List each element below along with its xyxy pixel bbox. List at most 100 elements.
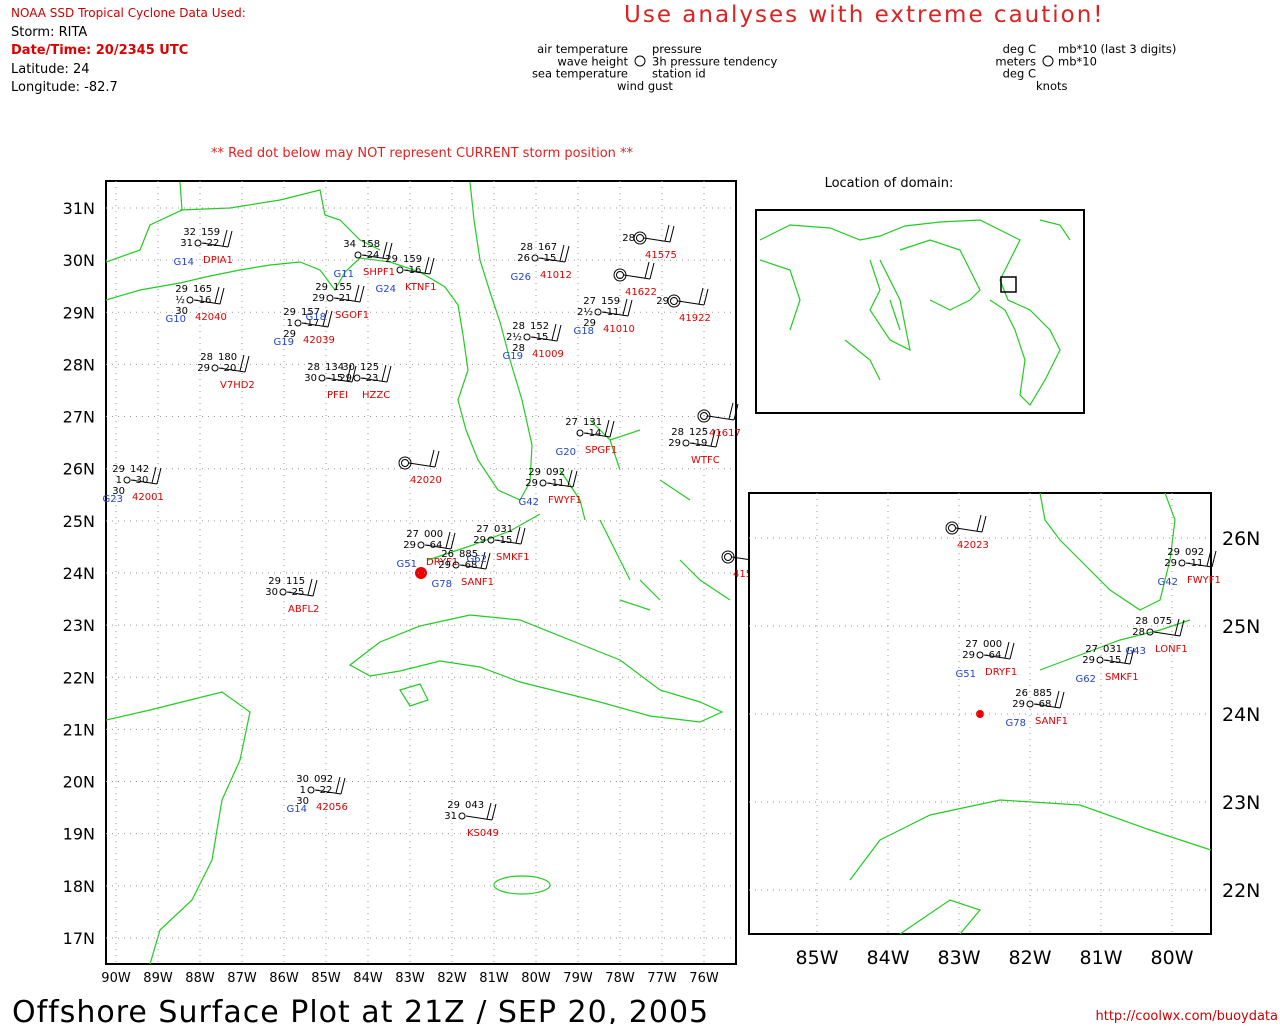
- station-marker: [636, 234, 644, 242]
- station-code: G42: [519, 497, 539, 508]
- station-ml: 29: [656, 296, 669, 307]
- station-ml: 29: [962, 650, 975, 661]
- station: 42020: [398, 449, 442, 486]
- station-tl: 34: [343, 239, 356, 250]
- lat-label: 25N: [63, 512, 95, 531]
- station-marker: [307, 786, 315, 794]
- station-tl: 26: [1015, 688, 1028, 699]
- station-ml: 29: [1164, 558, 1177, 569]
- station-marker: [724, 553, 732, 561]
- lat-label: 22N: [1222, 880, 1260, 902]
- wind-barb: [623, 261, 655, 280]
- station: 27 031 29 -15 SMKF1 G62: [1076, 644, 1139, 685]
- station-mr: -16: [195, 295, 211, 306]
- station-tr: 115: [286, 576, 305, 587]
- station-mr: -11: [1187, 558, 1203, 569]
- station-marker: [523, 333, 531, 341]
- wind-barb: [1185, 549, 1217, 568]
- station-tl: 30: [342, 362, 355, 373]
- station-marker: [458, 812, 466, 820]
- wind-barb: [983, 641, 1015, 660]
- station-marker: [539, 479, 547, 487]
- station-tr: 180: [218, 352, 237, 363]
- station-mr: -11: [603, 307, 619, 318]
- station-id: 42040: [195, 312, 227, 323]
- station: 27 031 29 -15 SMKF1 G62: [467, 524, 530, 565]
- station-id: FWYF1: [548, 495, 582, 506]
- station-ml: 29: [1082, 655, 1095, 666]
- station: 32 159 31 -22 DPIA1 G14: [174, 227, 233, 268]
- lat-label: 20N: [63, 773, 95, 792]
- station: 27 131-14 SPGF1 G20: [556, 417, 618, 458]
- wind-barb: [403, 256, 435, 275]
- station-bl: 29: [283, 329, 296, 340]
- station-ml: 29: [473, 535, 486, 546]
- station: 28 180 29 -20 V7HD2: [197, 352, 255, 391]
- station-id: 41012: [540, 270, 572, 281]
- station: 29 043 31 KS049: [444, 800, 499, 839]
- station-code: G14: [174, 257, 194, 268]
- station-ml: 30: [304, 373, 317, 384]
- station: 28 41575: [622, 224, 677, 261]
- legend-left: wave height: [557, 54, 628, 68]
- station-id: PFEI: [327, 390, 348, 401]
- station-ml: 28: [622, 233, 635, 244]
- station-ml: 29: [403, 540, 416, 551]
- world-coast: [759, 219, 1071, 406]
- station-id: SANF1: [1035, 716, 1068, 727]
- station-mr: -64: [426, 540, 442, 551]
- station-id: 41010: [603, 324, 635, 335]
- station-ml: 2½: [577, 306, 593, 318]
- station-ml: 31: [444, 811, 457, 822]
- station: 28 075 28 LONF1 G43: [1126, 616, 1188, 657]
- station-bl: 30: [296, 796, 309, 807]
- station-id: LONF1: [1155, 644, 1188, 655]
- coastlines: [106, 181, 731, 964]
- station-id: 41617: [709, 428, 741, 439]
- station-id: DPIA1: [203, 255, 233, 266]
- station-tl: 29: [268, 576, 281, 587]
- station-tr: 125: [689, 427, 708, 438]
- station-code: G51: [956, 669, 976, 680]
- station-marker: [531, 254, 539, 262]
- gulf-coast: [106, 181, 533, 501]
- note: ** Red dot below may NOT represent CURRE…: [211, 146, 634, 161]
- station-mr: -15: [1105, 655, 1121, 666]
- station: 28 167 26 -15 41012 G26: [511, 242, 572, 283]
- station-id: 41009: [532, 349, 564, 360]
- station-marker: [1096, 656, 1104, 664]
- station-code: G26: [511, 272, 531, 283]
- station-tr: 000: [424, 529, 443, 540]
- lon-label: 80W: [521, 971, 551, 986]
- station-ml: 29: [438, 560, 451, 571]
- station-marker: [1146, 628, 1154, 636]
- station: 28 152 2½ -15 28 41009 G19: [503, 321, 564, 362]
- station-id: 41575: [645, 250, 677, 261]
- station-code: G51: [397, 559, 417, 570]
- station-tr: 155: [333, 282, 352, 293]
- station-tr: 885: [459, 549, 478, 560]
- wind-barb: [130, 466, 162, 485]
- station-code: G19: [274, 337, 294, 348]
- station-code: G10: [166, 314, 186, 325]
- wind-barb: [538, 244, 570, 263]
- lon-label: 88W: [185, 971, 215, 986]
- station-id: SHPF1: [363, 267, 395, 278]
- station-marker: [1026, 700, 1034, 708]
- station: 27 000 29 -64 DRYF1 G51: [397, 529, 459, 570]
- footer-url: http://coolwx.com/buoydata: [1095, 1009, 1278, 1024]
- station-tl: 32: [183, 227, 196, 238]
- station-bl: 30: [112, 486, 125, 497]
- lat-label: 27N: [63, 408, 95, 427]
- lat-label: 22N: [63, 668, 95, 687]
- storm-position: [415, 567, 427, 579]
- station: 26 885 29 -68 SANF1 G78: [1006, 688, 1068, 729]
- station-tr: 159: [403, 254, 422, 265]
- station-id: SANF1: [461, 577, 494, 588]
- station-tl: 27: [565, 417, 578, 428]
- lat-label: 21N: [63, 720, 95, 739]
- station-tl: 28: [200, 352, 213, 363]
- lon-label: 84W: [867, 947, 910, 969]
- station-id: 42056: [316, 802, 348, 813]
- keys: [427, 513, 541, 561]
